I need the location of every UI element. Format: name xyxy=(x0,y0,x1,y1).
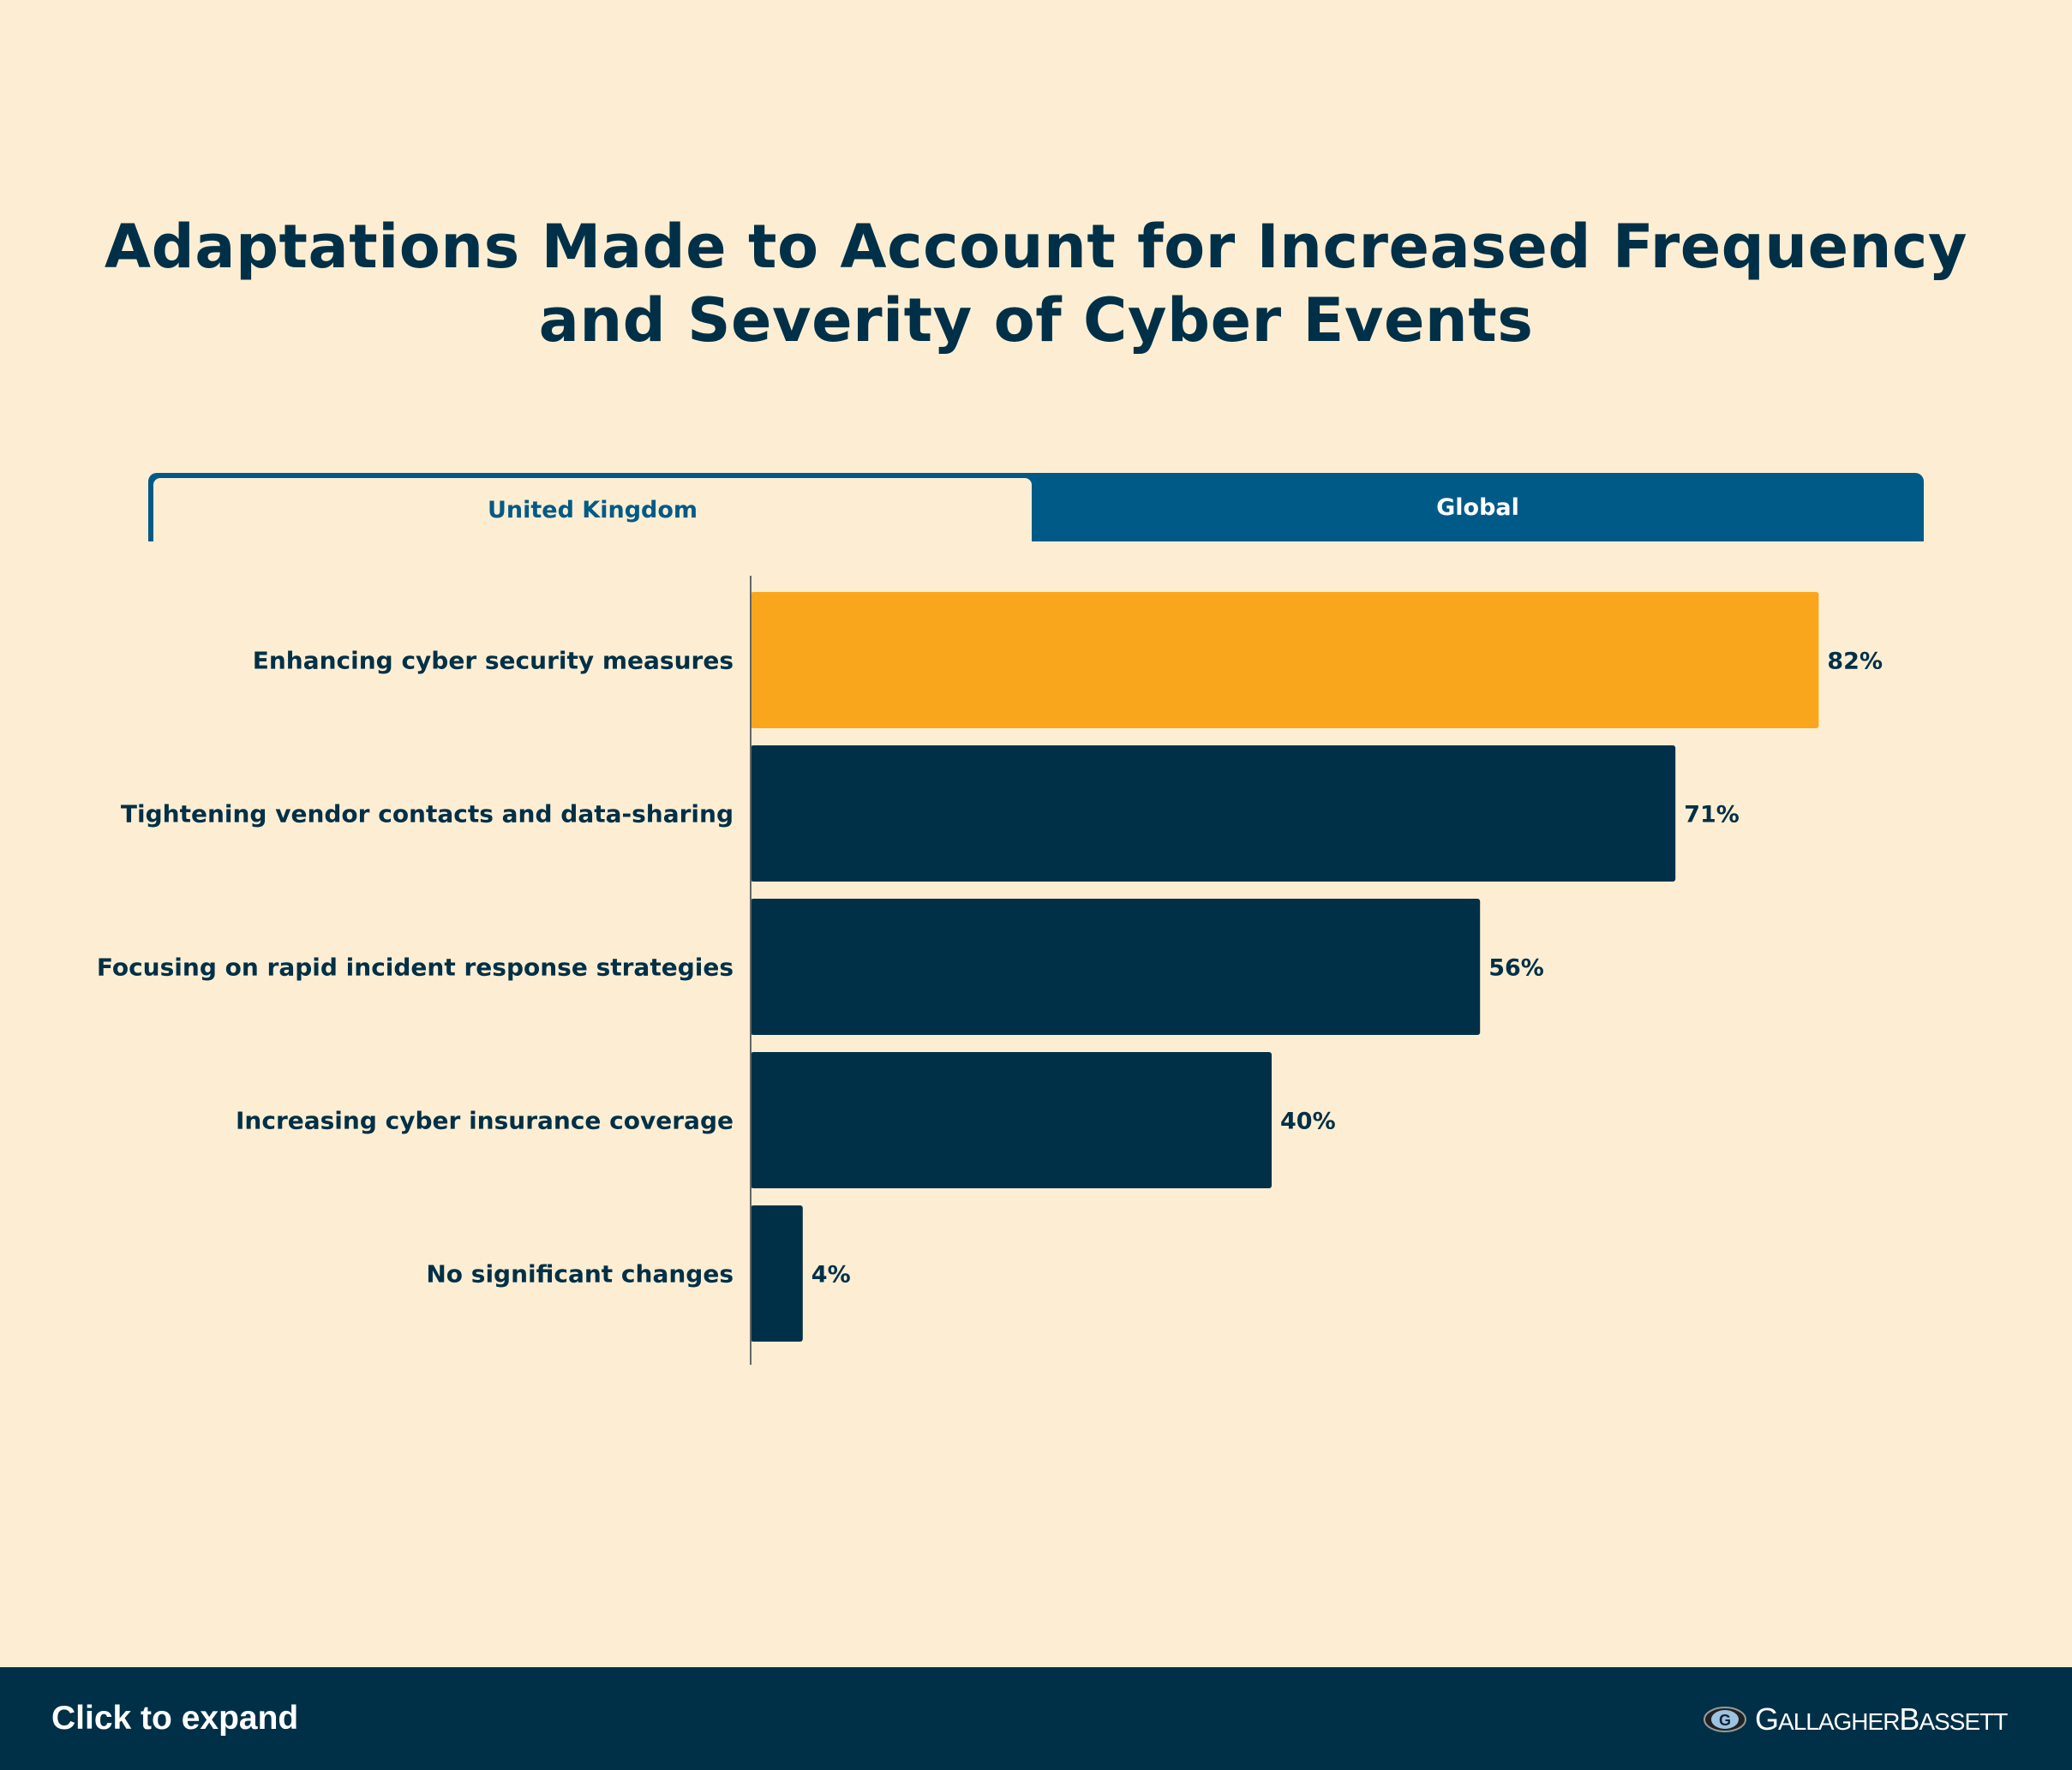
category-label: No significant changes xyxy=(426,1260,734,1289)
globe-logo-icon: G xyxy=(1704,1707,1746,1732)
title-line-1: Adaptations Made to Account for Increase… xyxy=(104,212,1968,282)
bar xyxy=(751,1205,803,1342)
title-line-2: and Severity of Cyber Events xyxy=(538,285,1534,356)
bar xyxy=(751,745,1676,882)
category-label: Tightening vendor contacts and data-shar… xyxy=(121,800,734,828)
expand-button[interactable]: Click to expand xyxy=(51,1700,299,1737)
value-label: 56% xyxy=(1488,955,1544,982)
chart-title: Adaptations Made to Account for Increase… xyxy=(0,210,2072,357)
category-label: Increasing cyber insurance coverage xyxy=(236,1107,734,1135)
value-label: 71% xyxy=(1684,802,1740,828)
gallagher-bassett-logo: G GALLAGHERBASSETT xyxy=(1704,1701,2008,1737)
category-label: Enhancing cyber security measures xyxy=(253,647,734,675)
region-tabs: United Kingdom Global xyxy=(148,473,1924,541)
bar xyxy=(751,899,1481,1035)
category-label: Focusing on rapid incident response stra… xyxy=(97,954,734,982)
svg-text:G: G xyxy=(1719,1712,1731,1729)
value-label: 4% xyxy=(811,1262,851,1289)
tab-global[interactable]: Global xyxy=(1436,493,1519,521)
value-label: 40% xyxy=(1280,1109,1336,1135)
value-label: 82% xyxy=(1827,649,1883,675)
bar-chart: Enhancing cyber security measures 82% Tigh… xyxy=(97,576,1883,1365)
bar xyxy=(751,592,1819,728)
bar xyxy=(751,1052,1272,1188)
tab-united-kingdom[interactable]: United Kingdom xyxy=(153,478,1032,541)
footer: Click to expand G GALLAGHERBASSETT xyxy=(0,1667,2072,1770)
